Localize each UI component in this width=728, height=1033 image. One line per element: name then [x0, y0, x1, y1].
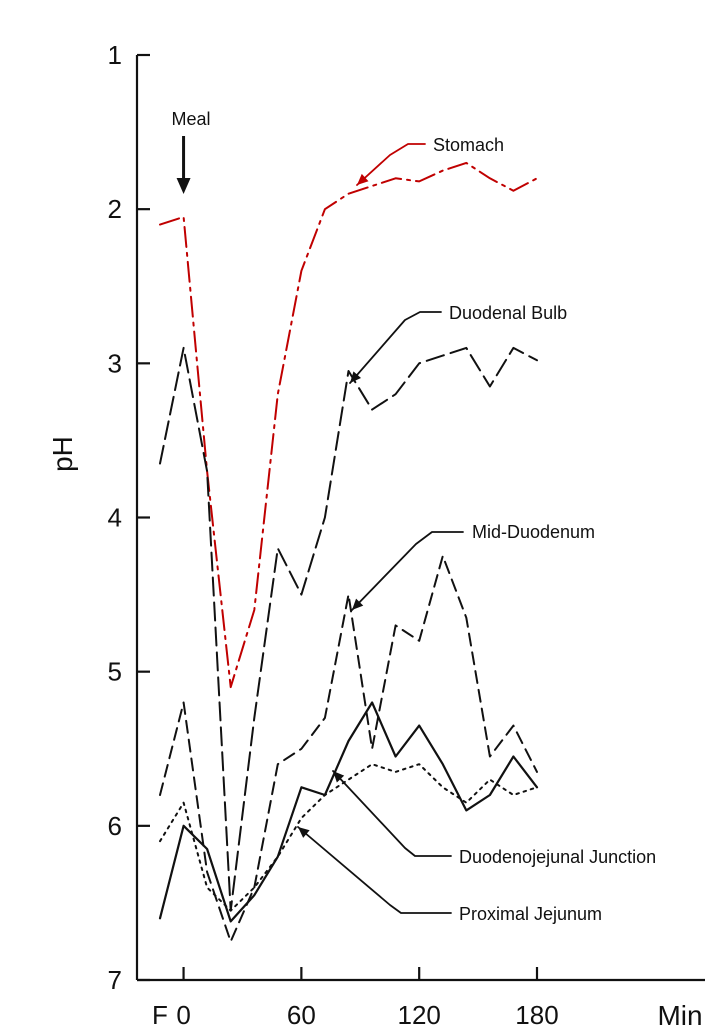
- series-label-stomach: Stomach: [433, 135, 504, 155]
- series-line-duodenojejunal-junction: [158, 701, 539, 923]
- series-layer: Stomach Duodenal Bulb Mid-Duodenum Duodenoj…: [158, 135, 656, 943]
- series-arrow-stomach: [357, 173, 369, 185]
- y-tick-label: 4: [108, 503, 122, 533]
- y-axis-title: pH: [47, 436, 78, 472]
- series-leader-mid-duodenum: [351, 531, 464, 611]
- series-leader-duodenojejunal-junction: [332, 770, 452, 857]
- annotations-layer: Meal: [171, 109, 211, 194]
- x-tick-label: 120: [397, 1000, 440, 1030]
- y-tick-label: 6: [108, 811, 122, 841]
- series-arrow-mid-duodenum: [352, 598, 364, 610]
- series-label-proximal-jejunum: Proximal Jejunum: [459, 904, 602, 924]
- y-tick-label: 5: [108, 657, 122, 687]
- y-axis-ticks: 1 2 3 4 5 6 7: [108, 40, 150, 995]
- x-tick-label: 180: [515, 1000, 558, 1030]
- x-tick-label: 60: [287, 1000, 316, 1030]
- x-axis-title: Min: [657, 1000, 702, 1031]
- meal-arrow-head: [176, 178, 191, 194]
- series-arrow-duodenal-bulb: [350, 371, 362, 383]
- series-label-duodenojejunal-junction: Duodenojejunal Junction: [459, 847, 656, 867]
- series-leader-proximal-jejunum: [297, 826, 452, 914]
- x-tick-label: 0: [176, 1000, 190, 1030]
- series-arrow-duodenojejunal-junction: [333, 771, 345, 783]
- series-line-stomach: [159, 161, 538, 689]
- series-label-mid-duodenum: Mid-Duodenum: [472, 522, 595, 542]
- y-tick-label: 7: [108, 965, 122, 995]
- x-axis-ticks: F 0 60 120 180: [152, 967, 559, 1030]
- y-tick-label: 3: [108, 348, 122, 378]
- series-label-duodenal-bulb: Duodenal Bulb: [449, 303, 567, 323]
- series-line-mid-duodenum: [159, 555, 538, 943]
- meal-annotation-label: Meal: [171, 109, 210, 129]
- x-tick-label: F: [152, 1000, 168, 1030]
- series-leader-stomach: [356, 143, 426, 186]
- y-tick-label: 1: [108, 40, 122, 70]
- series-arrow-proximal-jejunum: [298, 827, 310, 838]
- series-line-duodenal-bulb: [159, 346, 538, 912]
- series-line-proximal-jejunum: [159, 763, 538, 912]
- series-leader-duodenal-bulb: [349, 311, 442, 384]
- y-tick-label: 2: [108, 194, 122, 224]
